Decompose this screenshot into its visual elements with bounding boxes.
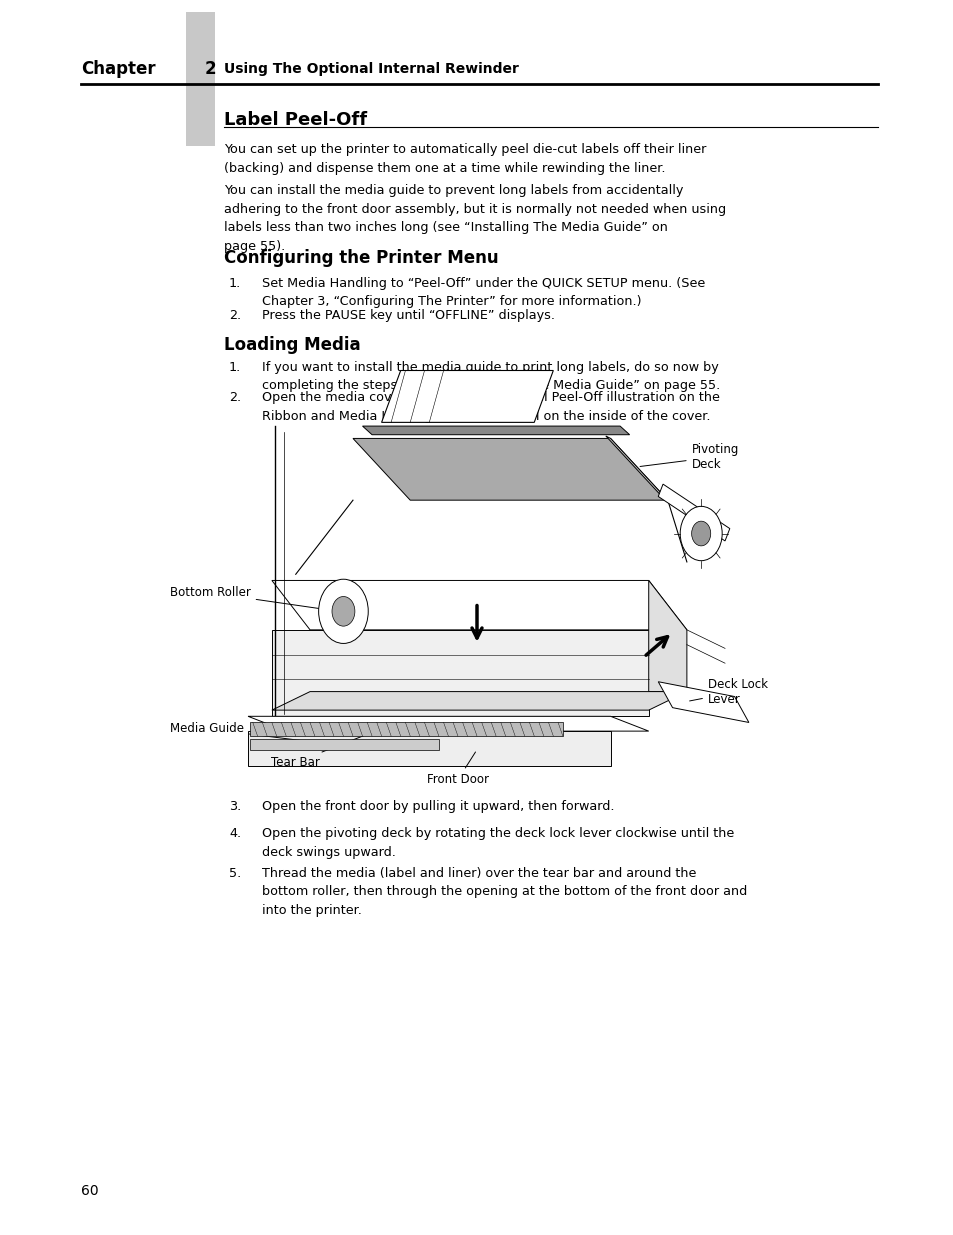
- Text: Media Guide: Media Guide: [170, 722, 321, 743]
- Bar: [186, 12, 214, 146]
- Polygon shape: [272, 692, 686, 710]
- Text: 2: 2: [205, 61, 216, 78]
- Text: 3.: 3.: [229, 800, 241, 814]
- Polygon shape: [353, 438, 667, 500]
- Polygon shape: [250, 739, 438, 750]
- Text: Open the media cover and refer to the Label Peel-Off illustration on the
Ribbon : Open the media cover and refer to the La…: [262, 391, 720, 424]
- Text: 1.: 1.: [229, 277, 241, 290]
- Text: Tear Bar: Tear Bar: [271, 730, 378, 769]
- Text: Loading Media: Loading Media: [224, 336, 360, 354]
- Text: You can set up the printer to automatically peel die-cut labels off their liner
: You can set up the printer to automatica…: [224, 143, 706, 175]
- Circle shape: [679, 506, 721, 561]
- Text: 4.: 4.: [229, 827, 241, 841]
- Text: 2.: 2.: [229, 309, 241, 322]
- Circle shape: [332, 597, 355, 626]
- Polygon shape: [648, 580, 686, 692]
- Polygon shape: [381, 370, 553, 422]
- Text: 2.: 2.: [229, 391, 241, 405]
- Text: If you want to install the media guide to print long labels, do so now by
comple: If you want to install the media guide t…: [262, 361, 720, 393]
- Polygon shape: [272, 580, 686, 630]
- Polygon shape: [605, 436, 667, 500]
- Text: Configuring the Printer Menu: Configuring the Printer Menu: [224, 249, 498, 268]
- Text: 1.: 1.: [229, 361, 241, 374]
- Text: Deck Lock
Lever: Deck Lock Lever: [689, 678, 767, 705]
- Text: Open the pivoting deck by rotating the deck lock lever clockwise until the
deck : Open the pivoting deck by rotating the d…: [262, 827, 734, 860]
- Polygon shape: [250, 722, 562, 736]
- Text: Press the PAUSE key until “OFFLINE” displays.: Press the PAUSE key until “OFFLINE” disp…: [262, 309, 555, 322]
- Text: Label Peel-Off: Label Peel-Off: [224, 111, 367, 130]
- Text: Chapter: Chapter: [81, 61, 155, 78]
- Text: Front Door: Front Door: [427, 752, 488, 787]
- Polygon shape: [272, 630, 648, 716]
- Text: 5.: 5.: [229, 867, 241, 881]
- Text: Using The Optional Internal Rewinder: Using The Optional Internal Rewinder: [224, 62, 518, 77]
- Polygon shape: [658, 682, 748, 722]
- Polygon shape: [658, 484, 729, 541]
- Polygon shape: [248, 731, 610, 766]
- Polygon shape: [362, 426, 629, 435]
- Polygon shape: [248, 716, 648, 731]
- Text: Open the front door by pulling it upward, then forward.: Open the front door by pulling it upward…: [262, 800, 614, 814]
- Text: You can install the media guide to prevent long labels from accidentally
adherin: You can install the media guide to preve…: [224, 184, 725, 252]
- Circle shape: [318, 579, 368, 643]
- Text: Thread the media (label and liner) over the tear bar and around the
bottom rolle: Thread the media (label and liner) over …: [262, 867, 747, 916]
- Text: Pivoting
Deck: Pivoting Deck: [639, 443, 739, 471]
- Text: Set Media Handling to “Peel-Off” under the QUICK SETUP menu. (See
Chapter 3, “Co: Set Media Handling to “Peel-Off” under t…: [262, 277, 705, 309]
- Text: Bottom Roller: Bottom Roller: [170, 587, 335, 611]
- Circle shape: [691, 521, 710, 546]
- Text: 60: 60: [81, 1184, 98, 1198]
